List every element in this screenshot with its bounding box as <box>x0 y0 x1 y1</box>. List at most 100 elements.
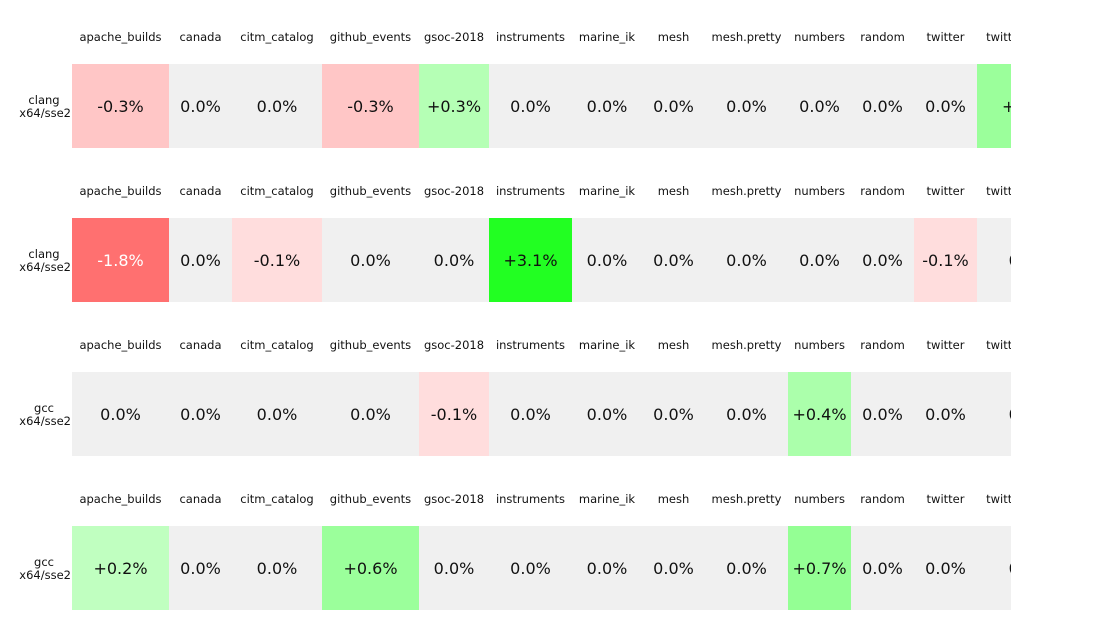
heatmap-cell <box>705 526 788 610</box>
cell-value-label: 0.0% <box>257 405 298 424</box>
heatmap-cell <box>977 372 1011 456</box>
column-header: twitter <box>927 338 965 352</box>
cell-value-label: -1.8% <box>97 251 143 270</box>
column-header: twitter <box>927 492 965 506</box>
column-header: gsoc-2018 <box>424 492 484 506</box>
heatmap-cell <box>169 372 232 456</box>
column-header: canada <box>179 338 221 352</box>
cell-value-label: 0.0% <box>510 97 551 116</box>
column-header: github_events <box>330 492 411 506</box>
cell-value-label: 0.0% <box>653 251 694 270</box>
row-label: clang x64/sse2 <box>19 93 71 120</box>
column-header: marine_ik <box>579 184 635 198</box>
heatmap-cell <box>705 218 788 302</box>
column-header: twitterescaped <box>986 184 1072 198</box>
cell-value-label: 0.0% <box>587 405 628 424</box>
heatmap-cell <box>419 526 489 610</box>
heatmap-cell <box>169 218 232 302</box>
column-header: twitter <box>927 30 965 44</box>
column-header: apache_builds <box>79 184 161 198</box>
column-header: mesh <box>658 338 690 352</box>
column-header: citm_catalog <box>240 338 313 352</box>
cell-value-label: 0.0% <box>257 97 298 116</box>
cell-value-label: 0.0% <box>862 251 903 270</box>
heatmap-cell <box>1081 526 1100 610</box>
heatmap-cell <box>489 64 572 148</box>
column-header: gsoc-2018 <box>424 30 484 44</box>
cell-value-label: 0.0% <box>1009 251 1050 270</box>
heatmap-cell <box>232 218 322 302</box>
row-label: clang x64/sse2 <box>19 247 71 274</box>
cell-value-label: 0.0% <box>510 559 551 578</box>
column-header: random <box>860 184 905 198</box>
heatmap-cell <box>1081 372 1100 456</box>
cell-value-label: +0.3% <box>427 97 481 116</box>
column-header: twitterescaped <box>986 338 1072 352</box>
column-header: github_events <box>330 338 411 352</box>
cell-value-label: 0.0% <box>925 559 966 578</box>
heatmap-cell <box>232 372 322 456</box>
column-header: mesh <box>658 184 690 198</box>
column-header: mesh.pretty <box>712 184 782 198</box>
column-header: github_events <box>330 184 411 198</box>
heatmap-cell <box>232 64 322 148</box>
heatmap-cell <box>572 372 642 456</box>
heatmap-cell <box>788 64 851 148</box>
column-header: gsoc-2018 <box>424 338 484 352</box>
column-header: instruments <box>496 338 565 352</box>
heatmap-cell <box>419 372 489 456</box>
heatmap-cell <box>322 64 419 148</box>
column-header: instruments <box>496 184 565 198</box>
cell-value-label: 0.0% <box>587 559 628 578</box>
heatmap-cell <box>322 372 419 456</box>
heatmap-cell <box>851 372 914 456</box>
cell-value-label: +0.4% <box>792 405 846 424</box>
cell-value-label: 0.0% <box>925 405 966 424</box>
cell-value-label: -0.3% <box>347 97 393 116</box>
heatmap-cell <box>72 372 169 456</box>
heatmap-cell <box>977 64 1011 148</box>
heatmap-cell <box>322 526 419 610</box>
column-header: mesh.pretty <box>712 492 782 506</box>
column-header: random <box>860 492 905 506</box>
column-header: apache_builds <box>79 338 161 352</box>
cell-value-label: +0.2% <box>93 559 147 578</box>
cell-value-label: 0.0% <box>653 559 694 578</box>
column-header: github_events <box>330 30 411 44</box>
cell-value-label: 0.0% <box>587 251 628 270</box>
column-header: canada <box>179 30 221 44</box>
column-header: numbers <box>794 492 845 506</box>
heatmap-cell <box>788 218 851 302</box>
heatmap-cell <box>914 218 977 302</box>
cell-value-label: 0.0% <box>434 559 475 578</box>
cell-value-label: 0.0% <box>180 97 221 116</box>
heatmap-cell <box>914 64 977 148</box>
cell-value-label: 0.0% <box>587 97 628 116</box>
column-header: random <box>860 30 905 44</box>
heatmap-cell <box>1081 218 1100 302</box>
cell-value-label: 0.0% <box>862 559 903 578</box>
column-header: numbers <box>794 184 845 198</box>
cell-value-label: 0.0% <box>726 559 767 578</box>
cell-value-label: 0.0% <box>925 97 966 116</box>
cell-value-label: 0.0% <box>862 97 903 116</box>
column-header: twitterescaped <box>986 492 1072 506</box>
heatmap-cell <box>72 218 169 302</box>
column-header: mesh.pretty <box>712 338 782 352</box>
column-header: gsoc-2018 <box>424 184 484 198</box>
heatmap-cell <box>914 372 977 456</box>
cell-value-label: +0.6% <box>343 559 397 578</box>
cell-value-label: 0.0% <box>799 251 840 270</box>
cell-value-label: 0.0% <box>100 405 141 424</box>
column-header: citm_catalog <box>240 184 313 198</box>
heatmap-cell <box>489 372 572 456</box>
column-header: citm_catalog <box>240 492 313 506</box>
cell-value-label: 0.0% <box>862 405 903 424</box>
column-header: twitter <box>927 184 965 198</box>
cell-value-label: 0.0% <box>726 97 767 116</box>
column-header: instruments <box>496 492 565 506</box>
column-header: marine_ik <box>579 338 635 352</box>
column-header: numbers <box>794 338 845 352</box>
column-header: marine_ik <box>579 30 635 44</box>
